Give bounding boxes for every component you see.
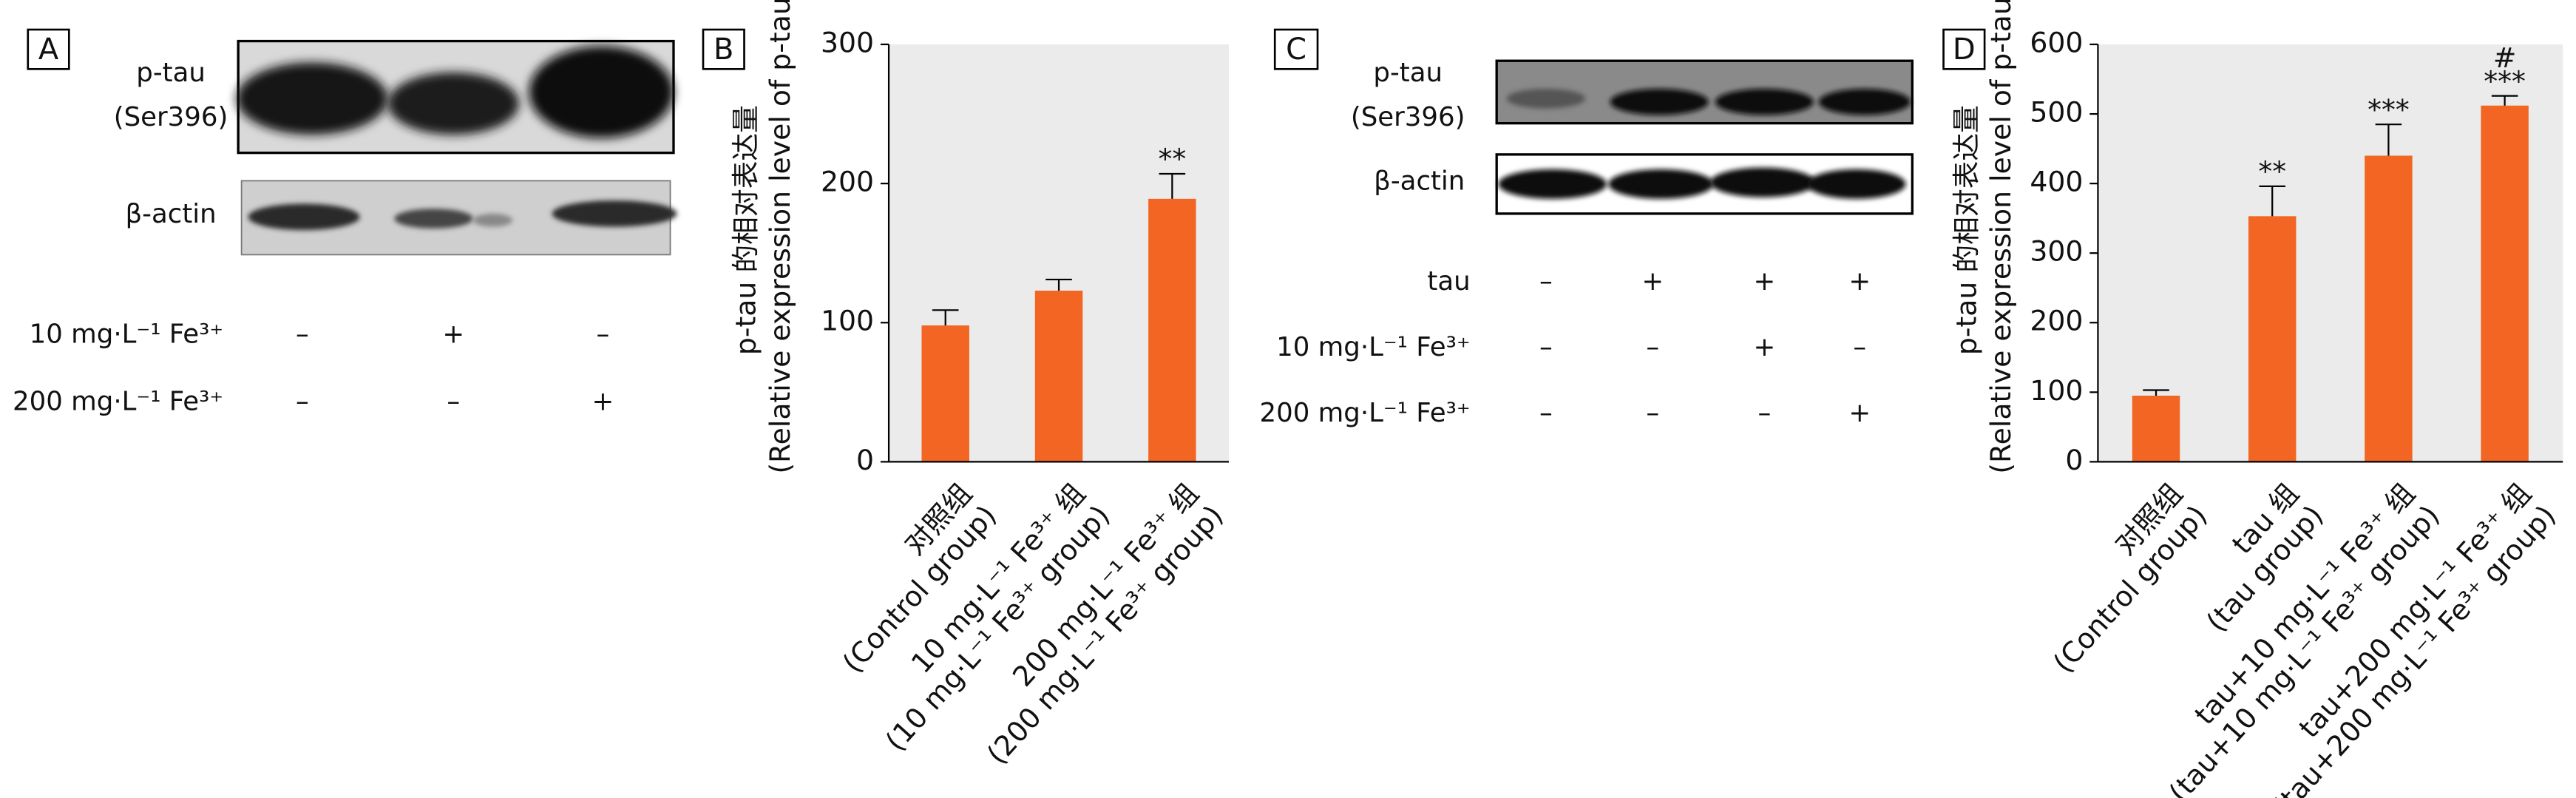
treatment-sign: – bbox=[1758, 398, 1771, 428]
treatment-label: 200 mg·L⁻¹ Fe³⁺ bbox=[1259, 398, 1470, 428]
blot-image bbox=[236, 39, 675, 155]
panel-letter-box bbox=[1273, 28, 1319, 70]
error-bar bbox=[2143, 389, 2169, 396]
y-tick-label: 200 bbox=[821, 166, 874, 198]
y-axis-label: p-tau 的相对表达量 bbox=[729, 105, 762, 355]
treatment-sign: + bbox=[442, 319, 464, 349]
treatment-sign: – bbox=[1853, 332, 1866, 362]
band-label: (Ser396) bbox=[114, 102, 228, 132]
bar bbox=[2248, 216, 2297, 462]
treatment-sign: – bbox=[296, 386, 309, 416]
y-tick-label: 100 bbox=[821, 305, 874, 337]
significance-label: *** bbox=[2367, 93, 2410, 126]
significance-label: ** bbox=[1158, 143, 1186, 175]
y-tick-label: 0 bbox=[2065, 444, 2083, 476]
blot-image bbox=[240, 180, 677, 256]
error-bar bbox=[2375, 124, 2402, 156]
treatment-sign: – bbox=[597, 319, 610, 349]
y-tick-label: 400 bbox=[2030, 166, 2083, 198]
y-axis-label: (Relative expression level of p-tau) bbox=[764, 0, 796, 474]
blot-image bbox=[1495, 59, 1914, 125]
y-tick-label: 300 bbox=[821, 27, 874, 59]
treatment-sign: + bbox=[1848, 266, 1871, 297]
significance-label: ** bbox=[2258, 155, 2286, 188]
panel-letter-box bbox=[27, 28, 70, 70]
treatment-sign: + bbox=[592, 386, 614, 416]
band-label: (Ser396) bbox=[1351, 102, 1465, 132]
band-label: p-tau bbox=[136, 58, 206, 88]
band-label: β-actin bbox=[1374, 166, 1465, 197]
error-bar bbox=[932, 309, 959, 326]
y-tick-label: 500 bbox=[2030, 96, 2083, 129]
y-tick-label: 300 bbox=[2030, 235, 2083, 268]
treatment-sign: – bbox=[1539, 266, 1553, 297]
y-tick-label: 200 bbox=[2030, 305, 2083, 337]
panel-a: A p-tau (Ser396) β-actin bbox=[27, 28, 677, 256]
treatment-sign: – bbox=[1539, 332, 1553, 362]
panel-letter: D bbox=[1953, 33, 1976, 67]
panel-letter-box bbox=[1942, 28, 1986, 70]
treatment-sign: – bbox=[447, 386, 460, 416]
panel-letter-box bbox=[702, 28, 745, 70]
bar bbox=[2132, 396, 2180, 462]
treatment-sign: – bbox=[1539, 398, 1553, 428]
treatment-sign: + bbox=[1641, 266, 1664, 297]
treatment-sign: – bbox=[296, 319, 309, 349]
blot-image bbox=[1495, 153, 1914, 215]
treatment-label: 10 mg·L⁻¹ Fe³⁺ bbox=[30, 319, 224, 349]
panel-letter: B bbox=[714, 33, 733, 67]
treatment-sign: – bbox=[1646, 398, 1659, 428]
y-tick-label: 100 bbox=[2030, 374, 2083, 407]
treatment-sign: + bbox=[1753, 266, 1775, 297]
treatment-label: 200 mg·L⁻¹ Fe³⁺ bbox=[13, 386, 223, 416]
treatment-sign: + bbox=[1848, 398, 1871, 428]
treatment-sign: – bbox=[1646, 332, 1659, 362]
error-bar bbox=[2491, 95, 2518, 106]
bar bbox=[1034, 290, 1083, 462]
panel-letter: A bbox=[38, 33, 59, 67]
treatment-label: tau bbox=[1427, 266, 1470, 297]
significance-label: *** bbox=[2484, 64, 2526, 97]
error-bar bbox=[1045, 278, 1072, 291]
y-tick-label: 0 bbox=[856, 444, 874, 476]
significance-label: # bbox=[2493, 41, 2517, 74]
treatment-sign: + bbox=[1753, 332, 1775, 362]
bar bbox=[1148, 198, 1196, 462]
band-label: p-tau bbox=[1373, 58, 1443, 88]
treatment-label: 10 mg·L⁻¹ Fe³⁺ bbox=[1276, 332, 1471, 362]
y-axis-label: (Relative expression level of p-tau) bbox=[1984, 0, 2017, 474]
error-bar bbox=[2259, 185, 2285, 217]
x-tick-label-group: 对照组(Control group) bbox=[2047, 477, 2213, 679]
panel-c: C p-tau (Ser396) β-actin bbox=[1273, 28, 1914, 215]
bar bbox=[921, 325, 969, 462]
y-tick-label: 600 bbox=[2030, 27, 2083, 59]
band-label: β-actin bbox=[125, 199, 216, 229]
bar bbox=[2481, 105, 2529, 462]
panel-letter: C bbox=[1286, 33, 1306, 67]
bar bbox=[2365, 155, 2413, 462]
error-bar bbox=[1159, 172, 1186, 199]
y-axis-label: p-tau 的相对表达量 bbox=[1950, 105, 1982, 355]
